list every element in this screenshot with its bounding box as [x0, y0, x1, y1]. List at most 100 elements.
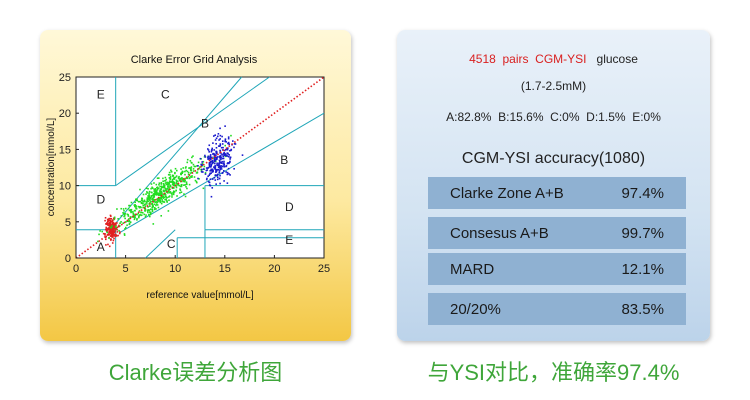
data-point [126, 213, 129, 216]
data-point [210, 150, 213, 153]
data-point [153, 208, 156, 211]
data-point [152, 204, 154, 207]
data-point [222, 162, 225, 165]
pairs-line: 4518 pairs CGM-YSI glucose [397, 52, 710, 66]
data-point [133, 216, 135, 218]
data-point [174, 171, 176, 174]
data-point [111, 233, 113, 235]
data-point [218, 163, 221, 165]
data-point [151, 194, 154, 197]
data-point [170, 171, 173, 173]
data-point [139, 188, 141, 191]
data-point [151, 191, 153, 194]
data-point [137, 200, 140, 203]
data-point [219, 152, 221, 154]
data-point [220, 155, 222, 157]
data-point [155, 204, 157, 207]
data-point [169, 191, 172, 193]
data-point [183, 193, 185, 195]
data-point [183, 184, 185, 186]
zone-label: D [285, 200, 294, 214]
data-point [213, 159, 216, 161]
data-point [109, 228, 111, 231]
data-point [151, 206, 153, 209]
identity-line [75, 76, 325, 259]
data-point [178, 184, 180, 187]
data-point [230, 149, 232, 152]
data-point [192, 155, 194, 157]
data-point [198, 178, 200, 180]
metric-row-consensus: Consesus A+B 99.7% [428, 217, 686, 249]
data-point [208, 181, 211, 184]
data-point [226, 148, 229, 151]
data-point [144, 208, 147, 210]
data-point [132, 213, 135, 216]
data-point [204, 172, 207, 174]
data-point [112, 217, 115, 220]
data-point [223, 149, 226, 152]
data-point [169, 184, 171, 187]
data-point [188, 183, 191, 186]
data-point [219, 144, 222, 147]
zone-labels: E C B B D D A C E [96, 88, 293, 254]
data-point [129, 216, 132, 218]
data-point [220, 162, 223, 164]
data-point [141, 197, 143, 200]
data-point [129, 221, 132, 224]
data-point [115, 224, 117, 226]
data-point [223, 164, 225, 167]
data-point [156, 192, 158, 194]
data-point [151, 209, 154, 212]
data-point [167, 190, 170, 193]
data-point [226, 155, 228, 157]
data-point [207, 155, 210, 158]
data-point [128, 223, 131, 226]
data-point [190, 166, 193, 168]
data-point [214, 162, 216, 165]
data-point [168, 195, 171, 197]
data-point [213, 160, 216, 162]
data-point [111, 226, 114, 229]
data-point [160, 191, 163, 194]
data-point [181, 176, 183, 179]
data-point [204, 156, 207, 158]
data-point [168, 187, 171, 189]
x-tick-label: 5 [123, 263, 129, 275]
data-point [180, 173, 182, 175]
data-point [145, 193, 147, 195]
data-point [160, 214, 163, 217]
data-point [218, 177, 221, 180]
data-point [172, 175, 174, 178]
data-point [143, 213, 146, 216]
data-point [146, 210, 149, 212]
data-point [223, 160, 225, 163]
data-point [129, 210, 132, 212]
data-point [197, 161, 200, 164]
data-point [214, 171, 217, 173]
data-point [224, 139, 227, 141]
metric-label: 20/20% [450, 300, 501, 318]
data-point [208, 164, 211, 167]
data-point [212, 142, 214, 144]
data-point [174, 176, 177, 179]
data-point [216, 173, 219, 176]
data-point [141, 211, 144, 214]
data-point [174, 167, 177, 170]
data-point [164, 198, 166, 201]
data-point [203, 165, 206, 168]
zone-label: D [96, 193, 105, 207]
data-point [150, 195, 153, 198]
data-point [140, 201, 143, 204]
data-point [144, 200, 146, 203]
data-point [152, 187, 154, 190]
data-point [209, 158, 212, 160]
data-point [172, 183, 174, 186]
data-point [156, 186, 159, 189]
data-point [105, 223, 107, 225]
data-point [175, 169, 178, 172]
data-point [124, 226, 127, 229]
data-point [201, 168, 203, 171]
data-point [224, 144, 227, 147]
data-point [153, 190, 156, 192]
data-point [170, 169, 172, 172]
